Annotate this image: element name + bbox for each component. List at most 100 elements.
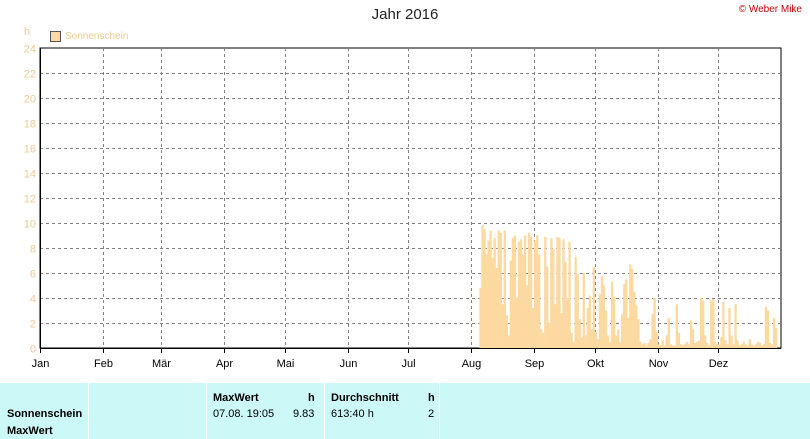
sunshine-bar	[637, 319, 640, 348]
sunshine-bar	[619, 341, 622, 348]
stats-col-maxwert	[207, 383, 325, 439]
sunshine-bar	[738, 345, 741, 348]
sunshine-bar	[720, 336, 723, 348]
sunshine-bar	[588, 295, 591, 348]
sunshine-bar	[576, 274, 579, 348]
sunshine-bar	[770, 344, 774, 348]
sunshine-bar	[491, 258, 494, 348]
sunshine-bar	[774, 328, 778, 348]
sunshine-bar	[487, 240, 490, 348]
sunshine-bar	[538, 254, 541, 348]
sunshine-bar	[627, 318, 630, 348]
sunshine-bar	[536, 235, 539, 348]
sunshine-bar	[667, 318, 670, 348]
sunshine-bar	[489, 230, 492, 348]
sunshine-bar	[592, 266, 596, 348]
durchschnitt-unit: h	[428, 392, 435, 404]
plot-frame	[39, 47, 782, 349]
sunshine-bar	[675, 304, 679, 348]
y-tick-label: 16	[24, 144, 36, 156]
sunshine-bar	[534, 240, 537, 348]
sunshine-bar	[625, 279, 628, 348]
durchschnitt-count: 2	[428, 408, 435, 420]
x-tick-label: Jan	[32, 358, 50, 370]
sunshine-bar	[580, 338, 583, 348]
sunshine-bar	[586, 308, 589, 348]
legend-label: Sonnenschein	[65, 31, 129, 42]
sunshine-bar	[655, 331, 658, 348]
row-label-sonnenschein: Sonnenschein	[7, 408, 83, 420]
sunshine-bar	[598, 294, 602, 348]
sunshine-bar	[629, 264, 632, 348]
sunshine-bar	[608, 341, 612, 348]
sunshine-bar	[483, 229, 486, 348]
sunshine-bar	[481, 225, 484, 349]
sunshine-bar	[649, 339, 652, 348]
sunshine-bar	[505, 315, 508, 348]
sunshine-bar	[714, 341, 717, 348]
sunshine-bar	[497, 230, 500, 348]
maxwert-date: 07.08. 19:05	[213, 408, 275, 420]
sunshine-bar	[706, 343, 709, 348]
sunshine-bar	[501, 304, 504, 348]
sunshine-bar	[669, 344, 672, 348]
sunshine-bar	[657, 344, 660, 348]
sunshine-bar	[531, 308, 535, 348]
stats-col-durchschnitt	[325, 383, 440, 439]
sunshine-bar	[604, 310, 608, 348]
sunshine-bar	[659, 345, 662, 348]
y-tick-label: 10	[24, 219, 36, 231]
sunshine-bar	[552, 249, 555, 348]
sunshine-bar	[523, 235, 527, 348]
sunshine-bar	[614, 335, 618, 348]
sunshine-bar	[689, 320, 693, 348]
sunshine-bar	[768, 343, 772, 348]
stats-col-empty	[89, 383, 207, 439]
sunshine-bar	[612, 296, 616, 348]
sunshine-bar	[584, 335, 587, 348]
sunshine-bar	[697, 340, 701, 348]
sunshine-bar	[594, 331, 598, 348]
sunshine-bar	[718, 345, 721, 348]
sunshine-bar	[681, 345, 685, 348]
sunshine-bar	[610, 281, 614, 348]
sunshine-bar	[527, 233, 531, 348]
sunshine-bar	[647, 343, 650, 348]
sunshine-bar	[499, 233, 502, 348]
sunshine-bar	[728, 308, 731, 348]
sunshine-bar	[554, 304, 557, 348]
sunshine-bar	[485, 254, 488, 348]
sunshine-bar	[693, 343, 697, 348]
y-tick-label: 4	[30, 294, 36, 306]
y-tick-label: 20	[24, 94, 36, 106]
sunshine-bar	[574, 256, 577, 348]
sunshine-bar	[744, 344, 747, 348]
sunshine-bar	[756, 341, 760, 348]
sunshine-bar	[602, 285, 606, 348]
sunshine-bar	[507, 335, 510, 348]
sunshine-bar	[639, 341, 642, 348]
sunshine-bar	[691, 329, 695, 348]
sunshine-bar	[732, 344, 735, 348]
sunshine-bar	[679, 344, 683, 348]
sunshine-bar	[752, 345, 755, 348]
sunshine-bar	[685, 341, 689, 348]
sunshine-bar	[509, 260, 513, 348]
sunshine-bar	[764, 306, 768, 348]
y-tick-label: 8	[30, 244, 36, 256]
sunshine-bar	[726, 344, 729, 348]
sunshine-bar	[695, 341, 699, 348]
sunshine-bar	[517, 241, 521, 348]
sunshine-bar	[617, 329, 620, 348]
sunshine-bar	[556, 236, 559, 348]
y-tick-label: 0	[30, 344, 36, 356]
sunshine-bar	[734, 304, 737, 348]
sunshine-bar	[550, 238, 553, 348]
sunshine-bar	[529, 236, 533, 348]
sunshine-bar	[758, 343, 762, 348]
x-tick-label: Dez	[709, 358, 729, 370]
sunshine-bar	[635, 305, 638, 348]
sunshine-bar	[525, 285, 529, 348]
sunshine-bar	[633, 291, 636, 348]
legend-swatch	[50, 31, 61, 42]
